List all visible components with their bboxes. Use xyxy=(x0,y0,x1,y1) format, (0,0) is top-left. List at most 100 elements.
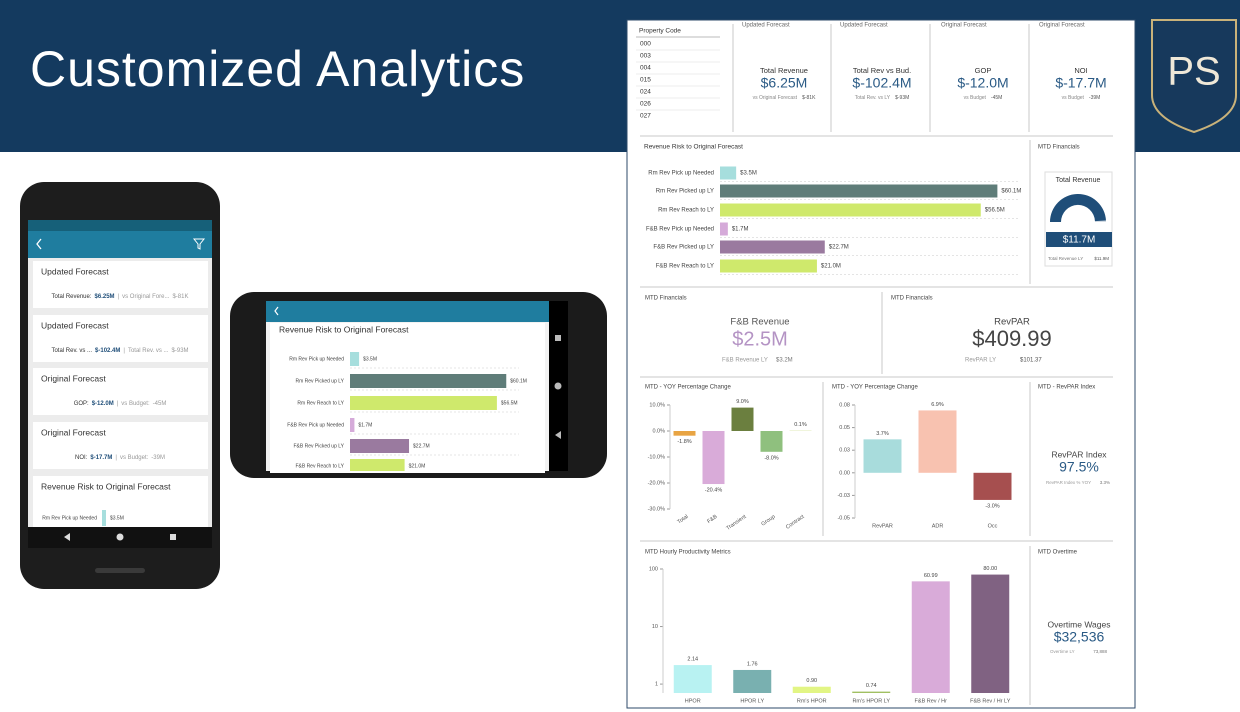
tablet-nav-recent[interactable] xyxy=(555,335,561,341)
card-title: Updated Forecast xyxy=(41,320,109,330)
y-tick-label: 10 xyxy=(652,624,658,630)
bar xyxy=(720,166,737,180)
bar xyxy=(720,259,817,273)
y-tick-label: 100 xyxy=(649,566,658,572)
bar xyxy=(911,581,950,693)
y-tick-label: -10.0% xyxy=(648,454,666,460)
back-button[interactable] xyxy=(36,238,42,250)
kpi-value: $-102.4M xyxy=(852,75,911,91)
kpi-value: $-17.7M xyxy=(1055,75,1106,91)
value-label: $3.5M xyxy=(110,515,124,521)
chart-title: Revenue Risk to Original Forecast xyxy=(644,144,743,151)
category-label: F&B Rev Reach to LY xyxy=(295,463,344,469)
card-label: Total Rev. vs ... xyxy=(51,348,92,354)
tablet-back-button[interactable] xyxy=(274,306,279,316)
value-label: $3.5M xyxy=(363,356,377,362)
card-compare-label: Total Rev. vs ... xyxy=(128,348,169,354)
value-label: $21.0M xyxy=(821,264,841,270)
panel-heading: MTD Financials xyxy=(891,296,933,302)
category-label: Rm Rev Reach to LY xyxy=(297,400,344,406)
kpi-ly-value: $101.37 xyxy=(1020,358,1042,364)
value-label: -20.4% xyxy=(705,487,723,493)
bar xyxy=(792,686,831,693)
card-label: GOP: xyxy=(74,401,89,407)
gauge-fill xyxy=(1050,194,1106,222)
tablet-app-bar xyxy=(266,301,549,322)
card-separator: | xyxy=(115,455,117,461)
bar xyxy=(350,352,360,366)
kpi-value: 97.5% xyxy=(1059,459,1099,475)
bar xyxy=(350,418,355,432)
table-cell: 026 xyxy=(640,101,651,108)
kpi-compare-value: -45M xyxy=(991,95,1002,101)
y-tick-label: 0.00 xyxy=(839,470,850,476)
filter-button[interactable] xyxy=(192,238,206,250)
chart-title: MTD - YOY Percentage Change xyxy=(832,385,918,391)
y-tick-label: -20.0% xyxy=(648,480,666,486)
kpi-ly-value: $3.2M xyxy=(776,358,793,364)
gauge-target-label: Total Revenue LY xyxy=(1048,256,1083,261)
bar xyxy=(673,431,696,436)
kpi-value: $6.25M xyxy=(761,75,808,91)
y-tick-label: 0.03 xyxy=(839,448,850,454)
category-label: Rm Rev Reach to LY xyxy=(658,208,714,214)
card-title: Updated Forecast xyxy=(41,266,109,276)
y-tick-label: -0.03 xyxy=(837,493,850,499)
nav-back[interactable] xyxy=(64,533,70,541)
kpi-label: RevPAR xyxy=(994,317,1030,328)
tablet-nav-home[interactable] xyxy=(554,382,562,390)
gauge-label: Total Revenue xyxy=(1056,177,1101,184)
kpi-ly-label: RevPAR Index % YOY xyxy=(1046,480,1091,485)
kpi-compare: vs Budget -39M xyxy=(1062,95,1101,101)
x-tick-label: F&B Rev / Hr LY xyxy=(970,698,1011,704)
value-label: 80.00 xyxy=(983,566,997,572)
card xyxy=(33,476,208,527)
card-compare-value: $-93M xyxy=(172,348,189,354)
y-tick-label: 0.08 xyxy=(839,402,850,408)
nav-home[interactable] xyxy=(116,533,124,541)
logo: PS xyxy=(1167,50,1220,94)
category-label: F&B Rev Reach to LY xyxy=(656,264,714,270)
category-label: Rm Rev Pick up Needed xyxy=(289,356,344,362)
x-tick-label: F&B Rev / Hr xyxy=(915,698,948,704)
value-label: $1.7M xyxy=(358,422,372,428)
kpi-heading: Original Forecast xyxy=(1039,23,1085,29)
x-tick-label: Total xyxy=(677,514,690,526)
card-compare-label: vs Budget: xyxy=(120,455,149,461)
category-label: F&B Rev Picked up LY xyxy=(294,443,345,449)
phone-speaker xyxy=(95,568,145,573)
category-label: Rm Rev Picked up LY xyxy=(295,378,344,384)
card-label: Total Revenue: xyxy=(52,294,92,300)
card-separator: | xyxy=(117,401,119,407)
card-separator: | xyxy=(118,294,120,300)
card-value: $-102.4M xyxy=(95,348,120,354)
x-tick-label: RevPAR xyxy=(872,523,893,529)
kpi-heading: Updated Forecast xyxy=(742,23,790,29)
value-label: 9.0% xyxy=(736,399,749,405)
kpi-heading: Original Forecast xyxy=(941,23,987,29)
card-detail: NOI: $-17.7M | vs Budget: -39M xyxy=(75,455,165,461)
panel-heading: MTD Financials xyxy=(645,296,687,302)
tablet-nav-back[interactable] xyxy=(555,431,561,439)
value-label: 0.90 xyxy=(806,678,817,684)
kpi-compare-value: $-93M xyxy=(895,95,909,101)
value-label: 0.74 xyxy=(866,683,877,689)
bar xyxy=(350,374,507,388)
card-detail: GOP: $-12.0M | vs Budget: -45M xyxy=(74,401,167,407)
bar xyxy=(350,439,410,453)
kpi-ly-label: F&B Revenue LY xyxy=(722,358,768,364)
chart-title: MTD - YOY Percentage Change xyxy=(645,385,731,391)
kpi-ly-value: 73,888 xyxy=(1093,649,1107,654)
gauge-value: $11.7M xyxy=(1063,235,1096,246)
kpi-compare: vs Budget -45M xyxy=(964,95,1003,101)
card-value: $-17.7M xyxy=(90,455,112,461)
value-label: 60.99 xyxy=(924,573,938,579)
card-detail: Total Revenue: $6.25M | vs Original Fore...… xyxy=(52,294,189,300)
y-tick-label: -0.05 xyxy=(837,515,850,521)
card-value: $6.25M xyxy=(95,294,115,300)
nav-recent[interactable] xyxy=(170,534,176,540)
kpi-ly-label: RevPAR LY xyxy=(965,358,996,364)
bar xyxy=(863,439,902,473)
